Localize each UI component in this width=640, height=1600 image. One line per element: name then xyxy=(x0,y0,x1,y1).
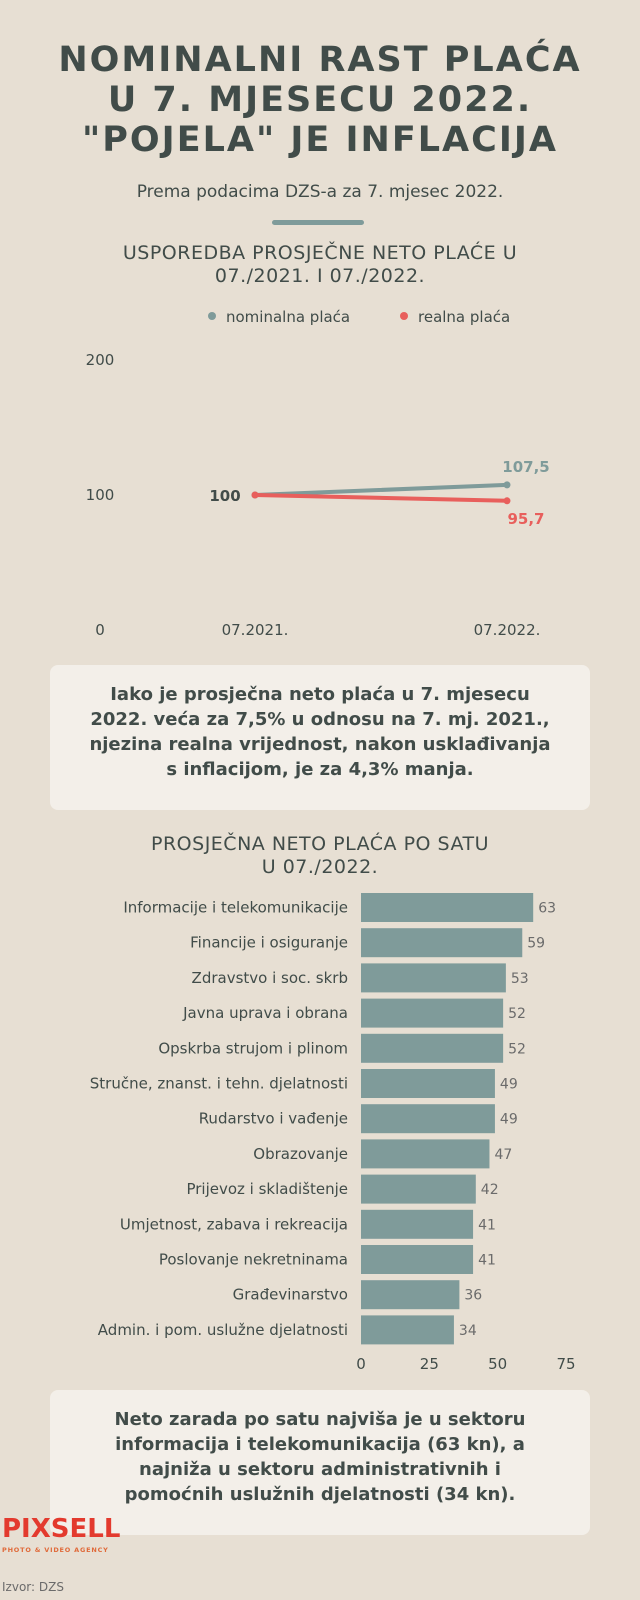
note1-line-4: s inflacijom, je za 4,3% manja. xyxy=(166,759,474,780)
bar xyxy=(361,963,506,993)
category-label: Poslovanje nekretninama xyxy=(159,1251,348,1269)
legend-item-real: realna plaća xyxy=(400,308,510,326)
bar-value-label: 36 xyxy=(464,1288,482,1304)
bar xyxy=(361,1139,490,1169)
y-tick-label: 0 xyxy=(95,621,105,639)
bar xyxy=(361,1174,476,1204)
note-card-hourly: Neto zarada po satu najviša je u sektoru… xyxy=(50,1390,590,1535)
note1-line-1: Iako je prosječna neto plaća u 7. mjesec… xyxy=(110,684,530,705)
bar-value-label: 59 xyxy=(527,936,545,952)
category-label: Rudarstvo i vađenje xyxy=(199,1110,348,1128)
note-card-inflation: Iako je prosječna neto plaća u 7. mjesec… xyxy=(50,665,590,810)
pixsell-logo: PIXSELL xyxy=(2,1514,121,1544)
x-tick-label: 25 xyxy=(420,1355,439,1373)
x-tick-label: 07.2021. xyxy=(222,621,289,639)
legend-label-real: realna plaća xyxy=(418,308,511,326)
category-label: Obrazovanje xyxy=(253,1145,348,1163)
bar-chart-title-line-2: U 07./2022. xyxy=(261,856,379,878)
series-line-nominal xyxy=(253,482,509,497)
bar xyxy=(361,1245,474,1274)
bar-value-label: 49 xyxy=(500,1077,518,1093)
category-label: Admin. i pom. uslužne djelatnosti xyxy=(98,1321,348,1339)
legend-label-nominal: nominalna plaća xyxy=(226,308,351,326)
category-label: Javna uprava i obrana xyxy=(182,1004,348,1022)
note2-line-4: pomoćnih uslužnih djelatnosti (34 kn). xyxy=(124,1484,516,1505)
divider xyxy=(272,220,364,225)
bar xyxy=(361,928,523,958)
bar-value-label: 52 xyxy=(508,1006,526,1022)
y-tick-label: 100 xyxy=(86,486,115,504)
bar-value-label: 47 xyxy=(494,1147,512,1163)
bar-chart-title-line-1: PROSJEČNA NETO PLAĆA PO SATU xyxy=(151,833,489,855)
legend-item-nominal: nominalna plaća xyxy=(208,308,350,326)
bar-chart: Informacije i telekomunikacije 63 Financij… xyxy=(90,893,576,1373)
y-tick-label: 200 xyxy=(86,351,115,369)
bar xyxy=(361,1069,495,1098)
legend-dot-real xyxy=(400,311,408,320)
line-chart-title-line-2: 07./2021. I 07./2022. xyxy=(214,265,426,287)
infographic-title: NOMINALNI RAST PLAĆA U 7. MJESECU 2022. … xyxy=(20,40,620,160)
x-tick-label: 07.2022. xyxy=(474,621,541,639)
bar-chart-title: PROSJEČNA NETO PLAĆA PO SATU U 07./2022. xyxy=(40,833,600,879)
data-point xyxy=(503,481,511,489)
note2-line-3: najniža u sektoru administrativnih i xyxy=(139,1459,501,1480)
subtitle: Prema podacima DZS-a za 7. mjesec 2022. xyxy=(136,182,504,202)
pixsell-logo-subtitle: PHOTO & VIDEO AGENCY xyxy=(2,1546,109,1554)
data-label: 107,5 xyxy=(502,458,549,476)
x-tick-label: 75 xyxy=(556,1355,575,1373)
bar xyxy=(361,1209,474,1239)
bar-value-label: 42 xyxy=(481,1182,499,1198)
title-line-1: NOMINALNI RAST PLAĆA xyxy=(58,40,582,80)
bar-value-label: 49 xyxy=(500,1112,518,1128)
bar xyxy=(361,893,534,922)
category-label: Umjetnost, zabava i rekreacija xyxy=(120,1215,348,1233)
bar-value-label: 53 xyxy=(511,971,529,987)
bar-value-label: 41 xyxy=(478,1253,496,1269)
category-label: Građevinarstvo xyxy=(233,1286,348,1304)
line-chart: 0 100 200 07.2021. 07.2022. 107,5 95,7 100 xyxy=(86,351,550,639)
category-label: Financije i osiguranje xyxy=(190,934,348,952)
title-line-3: "POJELA" JE INFLACIJA xyxy=(82,120,558,160)
data-point xyxy=(251,491,259,499)
note2-line-2: informacija i telekomunikacija (63 kn), … xyxy=(115,1434,525,1455)
source-note: Izvor: DZS xyxy=(2,1580,64,1594)
legend-dot-nominal xyxy=(208,311,216,320)
bar xyxy=(361,1280,460,1310)
note2-line-1: Neto zarada po satu najviša je u sektoru xyxy=(114,1409,526,1430)
category-label: Opskrba strujom i plinom xyxy=(158,1039,348,1057)
bar xyxy=(361,1104,495,1134)
series-line-real xyxy=(253,493,509,503)
x-tick-label: 50 xyxy=(488,1355,507,1373)
bar-value-label: 41 xyxy=(478,1217,496,1233)
bar-value-label: 63 xyxy=(538,901,556,917)
line-chart-title: USPOREDBA PROSJEČNE NETO PLAĆE U 07./202… xyxy=(40,242,600,288)
title-line-2: U 7. MJESECU 2022. xyxy=(107,80,533,120)
line-chart-title-line-1: USPOREDBA PROSJEČNE NETO PLAĆE U xyxy=(122,242,518,264)
bar-value-label: 34 xyxy=(459,1323,477,1339)
x-tick-label: 0 xyxy=(356,1355,366,1373)
category-label: Prijevoz i skladištenje xyxy=(186,1180,348,1198)
data-label: 100 xyxy=(209,487,240,505)
category-label: Zdravstvo i soc. skrb xyxy=(192,969,348,987)
category-label: Informacije i telekomunikacije xyxy=(123,899,348,917)
bar xyxy=(361,1033,504,1063)
bar-value-label: 52 xyxy=(508,1041,526,1057)
data-point xyxy=(503,497,511,505)
bar xyxy=(361,1315,454,1345)
category-label: Stručne, znanst. i tehn. djelatnosti xyxy=(90,1075,348,1093)
note1-line-2: 2022. veća za 7,5% u odnosu na 7. mj. 20… xyxy=(90,709,550,730)
data-label: 95,7 xyxy=(507,510,544,528)
note1-line-3: njezina realna vrijednost, nakon usklađi… xyxy=(89,734,551,755)
bar xyxy=(361,998,504,1028)
